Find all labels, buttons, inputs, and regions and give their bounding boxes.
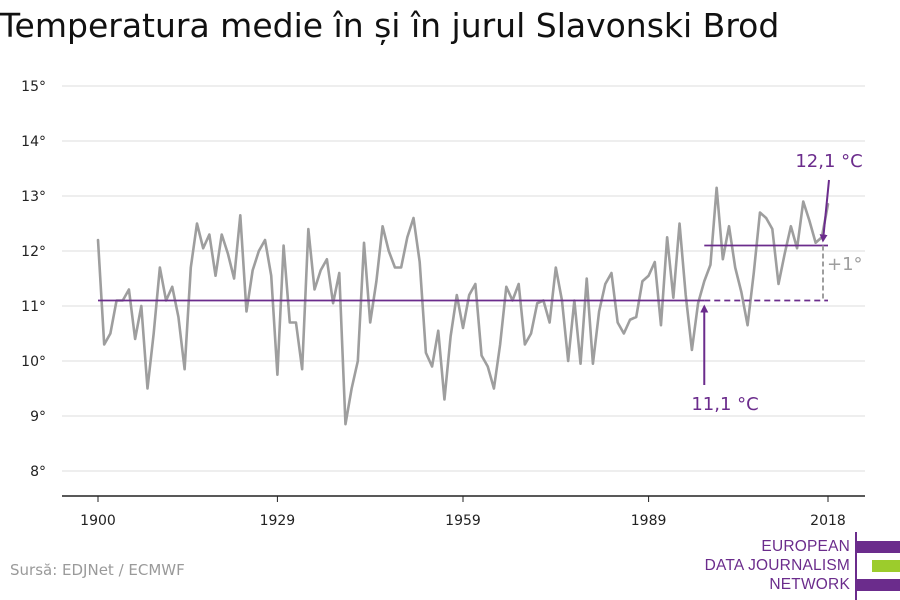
baseline-label: 11,1 °C (691, 394, 758, 415)
x-tick-label-1900: 1900 (80, 513, 116, 529)
recent-label: 12,1 °C (795, 151, 862, 172)
axes: 8° 9° 10° 11° 12° 13° 14° 15° 1900 1929 1959 1989 20… (21, 79, 865, 529)
temperature-series-line (96, 186, 830, 426)
y-tick-label-12: 12° (21, 244, 46, 260)
y-tick-label-10: 10° (21, 354, 46, 370)
logo-line-2: DATA JOURNALISM (704, 557, 850, 574)
edjnet-logo[interactable]: EUROPEAN DATA JOURNALISM NETWORK (700, 532, 900, 600)
logo-divider (855, 532, 857, 600)
logo-line-1: EUROPEAN (761, 538, 850, 555)
y-tick-label-9: 9° (30, 409, 46, 425)
y-tick-label-8: 8° (30, 464, 46, 480)
y-tick-label-11: 11° (21, 299, 46, 315)
series-layer (96, 186, 830, 426)
y-tick-label-15: 15° (21, 79, 46, 95)
logo-bar-purple-top (856, 541, 900, 553)
logo-bar-purple-bottom (856, 579, 900, 591)
recent-arrow (819, 179, 830, 243)
logo-bar-green (872, 560, 900, 572)
chart-title: Temperatura medie în și în jurul Slavons… (0, 6, 780, 45)
x-tick-label-1959: 1959 (445, 513, 481, 529)
source-note: Sursă: EDJNet / ECMWF (10, 561, 185, 579)
y-tick-label-14: 14° (21, 134, 46, 150)
gridlines (62, 85, 865, 472)
logo-line-3: NETWORK (769, 576, 850, 593)
x-tick-label-1929: 1929 (260, 513, 296, 529)
x-tick-label-1989: 1989 (631, 513, 667, 529)
x-tick-label-2018: 2018 (810, 513, 846, 529)
annotations: 11,1 °C 12,1 °C +1° (98, 151, 863, 415)
y-tick-label-13: 13° (21, 189, 46, 205)
delta-label: +1° (827, 254, 863, 275)
